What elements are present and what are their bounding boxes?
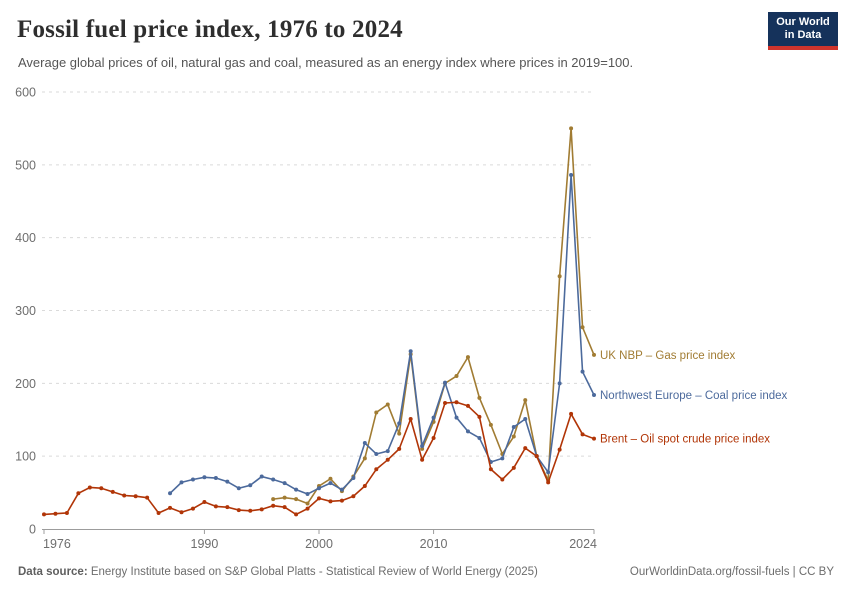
svg-text:2024: 2024 — [569, 537, 597, 551]
owid-logo-line2: in Data — [784, 29, 822, 41]
legend-label: Northwest Europe – Coal price index — [600, 390, 788, 402]
data-source-text: Data source: Energy Institute based on S… — [18, 566, 538, 578]
legend-label: UK NBP – Gas price index — [600, 350, 736, 362]
svg-text:300: 300 — [15, 304, 36, 318]
legend-label: Brent – Oil spot crude price index — [600, 434, 770, 446]
series-brent: Brent – Oil spot crude price index — [42, 400, 770, 517]
svg-text:1976: 1976 — [43, 537, 71, 551]
svg-text:400: 400 — [15, 231, 36, 245]
svg-text:2000: 2000 — [305, 537, 333, 551]
series-northwest: Northwest Europe – Coal price index — [168, 173, 788, 497]
page-title: Fossil fuel price index, 1976 to 2024 — [17, 16, 403, 43]
gridlines — [42, 91, 594, 457]
svg-text:600: 600 — [15, 86, 36, 100]
owid-logo[interactable]: Our World in Data — [768, 12, 838, 50]
chart-subtitle: Average global prices of oil, natural ga… — [18, 55, 634, 70]
y-axis-labels: 0 100 200 300 400 500 600 — [15, 86, 36, 537]
data-source-label: Data source: — [18, 566, 88, 578]
chart-footer: Data source: Energy Institute based on S… — [18, 566, 834, 578]
owid-logo-line1: Our World — [776, 16, 830, 28]
series-uk: UK NBP – Gas price index — [271, 126, 736, 506]
owid-citation-link[interactable]: OurWorldinData.org/fossil-fuels | CC BY — [629, 566, 834, 578]
svg-text:1990: 1990 — [191, 537, 219, 551]
svg-text:500: 500 — [15, 158, 36, 172]
svg-text:100: 100 — [15, 450, 36, 464]
svg-text:0: 0 — [29, 523, 36, 537]
svg-text:2010: 2010 — [420, 537, 448, 551]
svg-text:200: 200 — [15, 377, 36, 391]
x-axis-labels: 1976 1990 2000 2010 2024 — [43, 529, 597, 551]
